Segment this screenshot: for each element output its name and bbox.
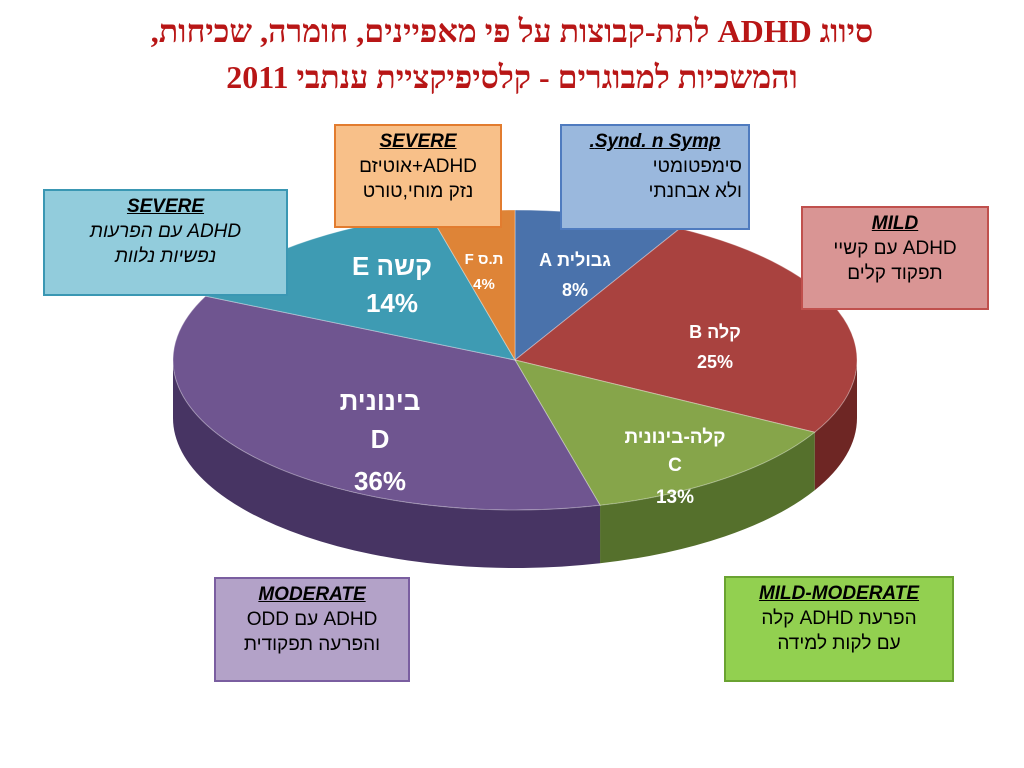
callout-moderate: MODERATE ADHD עם ODD והפרעה תפקודית — [214, 577, 410, 682]
callout-synd-symp: Synd. n Symp. סימפטומטי ולא אבחנתי — [560, 124, 750, 230]
callout-line: ADHD+אוטיזם — [359, 156, 477, 177]
callout-mild-moderate: MILD-MODERATE הפרעת ADHD קלה עם לקות למי… — [724, 576, 954, 682]
callout-heading: SEVERE — [126, 196, 205, 217]
callout-heading: MODERATE — [258, 584, 366, 605]
callout-line: תפקוד קלים — [847, 263, 943, 284]
slice-c — [513, 359, 816, 506]
callout-line: ולא אבחנתי — [648, 181, 742, 202]
pie-sides — [173, 360, 857, 568]
title-line-2: והמשכיות למבוגרים - קלסיפיקציית ענתבי 20… — [226, 59, 798, 95]
slice-label-name: ת.ס F — [465, 251, 504, 268]
callout-line: והפרעה תפקודית — [243, 634, 381, 655]
callout-line: ADHD עם קשיי — [833, 238, 957, 259]
slice-label-value: 25% — [697, 352, 733, 372]
slice-side-d — [173, 360, 601, 568]
slice-label-name: גבולית A — [539, 250, 611, 270]
slice-label-name: קלה-בינונית — [624, 427, 725, 448]
slice-label-value: 8% — [562, 280, 588, 300]
slice-label-value: 4% — [473, 276, 495, 293]
slice-label-value: 13% — [656, 487, 694, 508]
slice-label-value: 36% — [354, 466, 406, 496]
slice-side-c — [600, 432, 815, 564]
callout-severe-autism: SEVERE ADHD+אוטיזם נזק מוחי,טורט — [334, 124, 502, 228]
title-line-1: סיווג ADHD לתת-קבוצות על פי מאפיינים, חו… — [150, 13, 874, 49]
slice-labels: גבולית A 8% קלה B 25% קלה-בינונית C 13% בינונית… — [340, 250, 741, 508]
slice-side-b — [814, 360, 857, 491]
callout-line: עם לקות למידה — [777, 633, 901, 654]
callout-line: סימפטומטי — [652, 156, 742, 177]
slice-label-letter: C — [668, 455, 682, 476]
slice-b — [513, 228, 858, 433]
slice-d — [172, 295, 601, 511]
slice-label-name: קלה B — [689, 322, 741, 342]
callout-severe-comorbid: SEVERE ADHD עם הפרעות נפשיות נלוות — [43, 189, 288, 296]
callout-line: נזק מוחי,טורט — [362, 181, 474, 202]
slice-label-name: בינונית — [340, 386, 421, 416]
slice-label-value: 14% — [366, 288, 418, 318]
pie-slices — [172, 209, 858, 511]
callout-line: הפרעת ADHD קלה — [761, 608, 917, 629]
callout-heading: Synd. n Symp. — [589, 131, 721, 152]
callout-heading: MILD — [871, 213, 919, 234]
slice-label-name: קשה E — [352, 251, 432, 281]
chart-title: סיווג ADHD לתת-קבוצות על פי מאפיינים, חו… — [40, 8, 984, 100]
callout-heading: MILD-MODERATE — [758, 583, 920, 604]
callout-line: נפשיות נלוות — [114, 246, 217, 267]
callout-heading: SEVERE — [379, 131, 457, 152]
callout-line: ADHD עם ODD — [246, 609, 378, 630]
slice-label-letter: D — [371, 424, 390, 454]
callout-line: ADHD עם הפרעות — [89, 221, 242, 242]
callout-mild: MILD ADHD עם קשיי תפקוד קלים — [801, 206, 989, 310]
